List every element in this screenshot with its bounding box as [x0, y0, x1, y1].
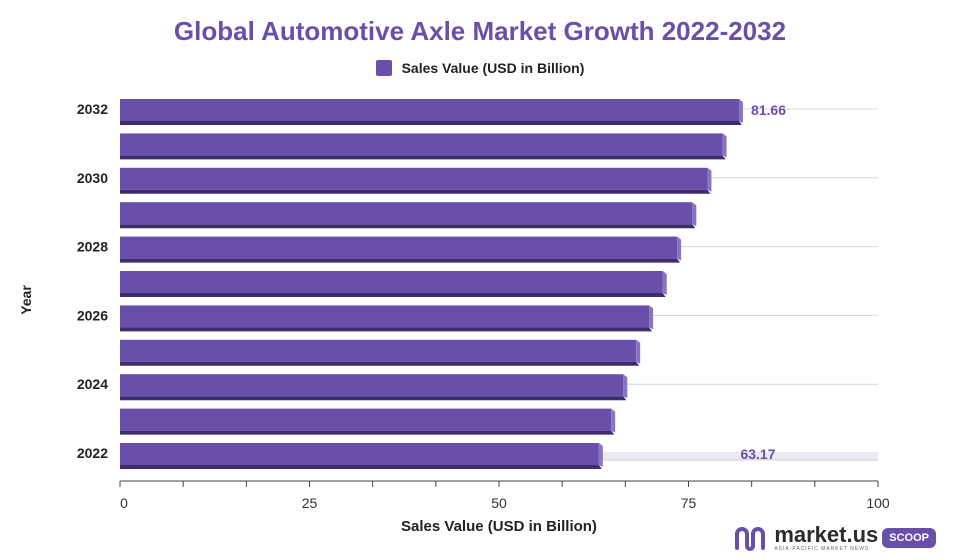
- bar-end-cap: [623, 374, 628, 399]
- year-label-2024: 2024: [77, 376, 108, 392]
- year-label-2026: 2026: [77, 307, 108, 323]
- bar-2028: [120, 236, 678, 259]
- bar-end-cap: [662, 271, 667, 295]
- data-label-2032: 81.66: [751, 102, 786, 118]
- bar-track: [598, 452, 878, 460]
- brand-badge: SCOOP: [882, 528, 936, 548]
- bar-2023: [120, 408, 612, 431]
- data-label-2022: 63.17: [740, 446, 775, 462]
- x-tick-label-100: 100: [866, 495, 890, 511]
- year-label-2022: 2022: [77, 445, 108, 461]
- bar-shadow: [120, 396, 627, 401]
- year-label-2030: 2030: [77, 170, 108, 186]
- bar-shadow: [120, 430, 615, 435]
- bar-shadow: [120, 189, 711, 194]
- bar-end-cap: [611, 408, 616, 433]
- legend-swatch: [375, 60, 392, 76]
- bar-shadow: [120, 224, 696, 229]
- bar-2024: [120, 374, 624, 397]
- bar-end-cap: [738, 99, 743, 123]
- bar-shadow: [120, 327, 653, 332]
- chart-legend: Sales Value (USD in Billion): [0, 60, 960, 76]
- bar-end-cap: [677, 236, 682, 261]
- bar-end-cap: [636, 339, 641, 364]
- bar-2022: [120, 443, 599, 465]
- x-tick-label-50: 50: [491, 495, 507, 511]
- bar-end-cap: [598, 443, 603, 467]
- bar-2025: [120, 339, 637, 362]
- x-tick-label-0: 0: [120, 495, 128, 511]
- bar-2030: [120, 167, 708, 190]
- bar-2027: [120, 271, 663, 293]
- chart-title: Global Automotive Axle Market Growth 202…: [173, 16, 787, 46]
- x-tick-label-25: 25: [302, 495, 318, 511]
- bar-shadow: [120, 361, 640, 366]
- market-us-logo-icon: [735, 527, 766, 551]
- brand-watermark: market.us ASIA-PACIFIC MARKET NEWS SCOOP: [734, 524, 936, 552]
- brand-name: market.us: [774, 522, 879, 547]
- bar-2026: [120, 305, 650, 328]
- year-label-2028: 2028: [77, 239, 108, 255]
- bar-shadow: [120, 155, 726, 160]
- y-axis-title: Year: [18, 285, 34, 315]
- year-label-2032: 2032: [77, 101, 108, 117]
- bar-2031: [120, 133, 723, 156]
- bar-end-cap: [649, 305, 654, 330]
- bar-shadow: [120, 465, 602, 469]
- brand-tagline: ASIA-PACIFIC MARKET NEWS: [774, 546, 870, 552]
- bar-shadow: [120, 121, 742, 125]
- bar-2032: [120, 99, 739, 121]
- bar-shadow: [120, 293, 666, 297]
- x-tick-label-75: 75: [681, 495, 697, 511]
- bar-shadow: [120, 258, 681, 263]
- bar-end-cap: [707, 167, 712, 192]
- legend-label: Sales Value (USD in Billion): [401, 60, 585, 76]
- bar-end-cap: [722, 133, 727, 158]
- x-axis-title: Sales Value (USD in Billion): [401, 518, 597, 535]
- bar-2029: [120, 202, 693, 225]
- bar-end-cap: [692, 202, 697, 227]
